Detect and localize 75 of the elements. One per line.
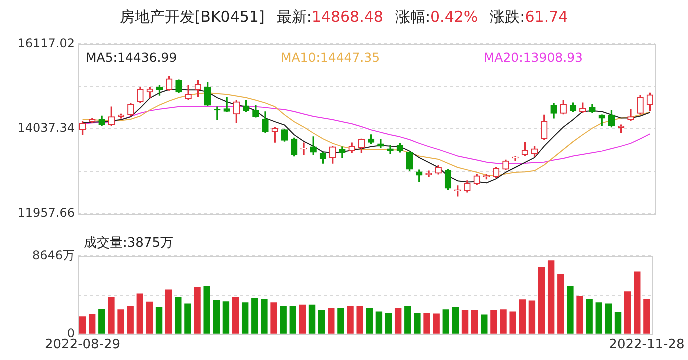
bar [644, 299, 650, 334]
bar [146, 302, 154, 334]
bar [567, 286, 574, 334]
bar [184, 304, 192, 334]
bar [614, 312, 622, 334]
bar [127, 306, 134, 334]
bar [586, 299, 593, 334]
bar [136, 294, 144, 334]
bar [576, 296, 584, 334]
text: MA20:13908.93 [484, 50, 583, 66]
bar [538, 268, 546, 334]
bar [481, 314, 488, 334]
bar [510, 312, 516, 334]
bar [232, 297, 240, 334]
bar [605, 304, 612, 334]
y-tick-label: 11957.66 [18, 206, 75, 220]
bar [376, 312, 383, 334]
bar [347, 306, 354, 334]
bar [156, 307, 163, 334]
candlestick [224, 97, 230, 112]
bar [356, 306, 364, 334]
bar [519, 300, 526, 334]
bar [328, 308, 335, 334]
bar [118, 310, 124, 334]
bar [404, 306, 412, 334]
bar [79, 316, 86, 334]
text: 涨幅:0.42% [395, 8, 478, 26]
bar [213, 300, 220, 334]
bar [634, 272, 641, 334]
bar [280, 306, 287, 334]
bar [414, 312, 421, 334]
x-tick-label: 2022-11-28 [609, 338, 685, 353]
bar [194, 287, 201, 334]
bar [108, 297, 115, 334]
bar [452, 307, 460, 334]
y-tick-label: 14037.34 [18, 121, 75, 136]
bar [290, 306, 296, 334]
bar [548, 260, 555, 334]
text: 最新:14868.48 [276, 8, 384, 26]
series-label: MA5:14436.99 [86, 50, 178, 66]
y-tick-label: 16117.02 [18, 36, 75, 50]
bar [308, 304, 316, 334]
bar [596, 302, 602, 334]
bar [490, 310, 498, 334]
bar [318, 310, 326, 334]
chart-title: 房地产开发[BK0451] [120, 8, 265, 26]
bar [165, 290, 172, 334]
bar [98, 309, 106, 334]
bar [394, 308, 402, 334]
y-tick-label: 8646万 [32, 248, 75, 262]
bar [366, 308, 373, 334]
bar [528, 300, 536, 334]
bar [261, 299, 268, 334]
bar [385, 312, 392, 334]
chart-title: 成交量:3875万 [84, 235, 174, 252]
bar [88, 314, 96, 334]
bar [222, 302, 230, 334]
bar [270, 302, 278, 334]
bar [624, 292, 632, 334]
text: 涨跌:61.74 [490, 8, 568, 26]
text: MA10:14447.35 [280, 50, 380, 66]
bar [500, 310, 507, 334]
bar [175, 297, 182, 334]
bar [338, 308, 344, 334]
bar [424, 312, 430, 334]
bar [204, 286, 210, 334]
bar [299, 304, 306, 334]
bar [471, 310, 478, 334]
x-tick-label: 2022-08-29 [45, 338, 121, 353]
bar [462, 310, 469, 334]
bar [558, 274, 564, 334]
bar [433, 314, 440, 334]
bar [442, 310, 450, 334]
bar [242, 302, 249, 334]
bar [252, 298, 258, 334]
